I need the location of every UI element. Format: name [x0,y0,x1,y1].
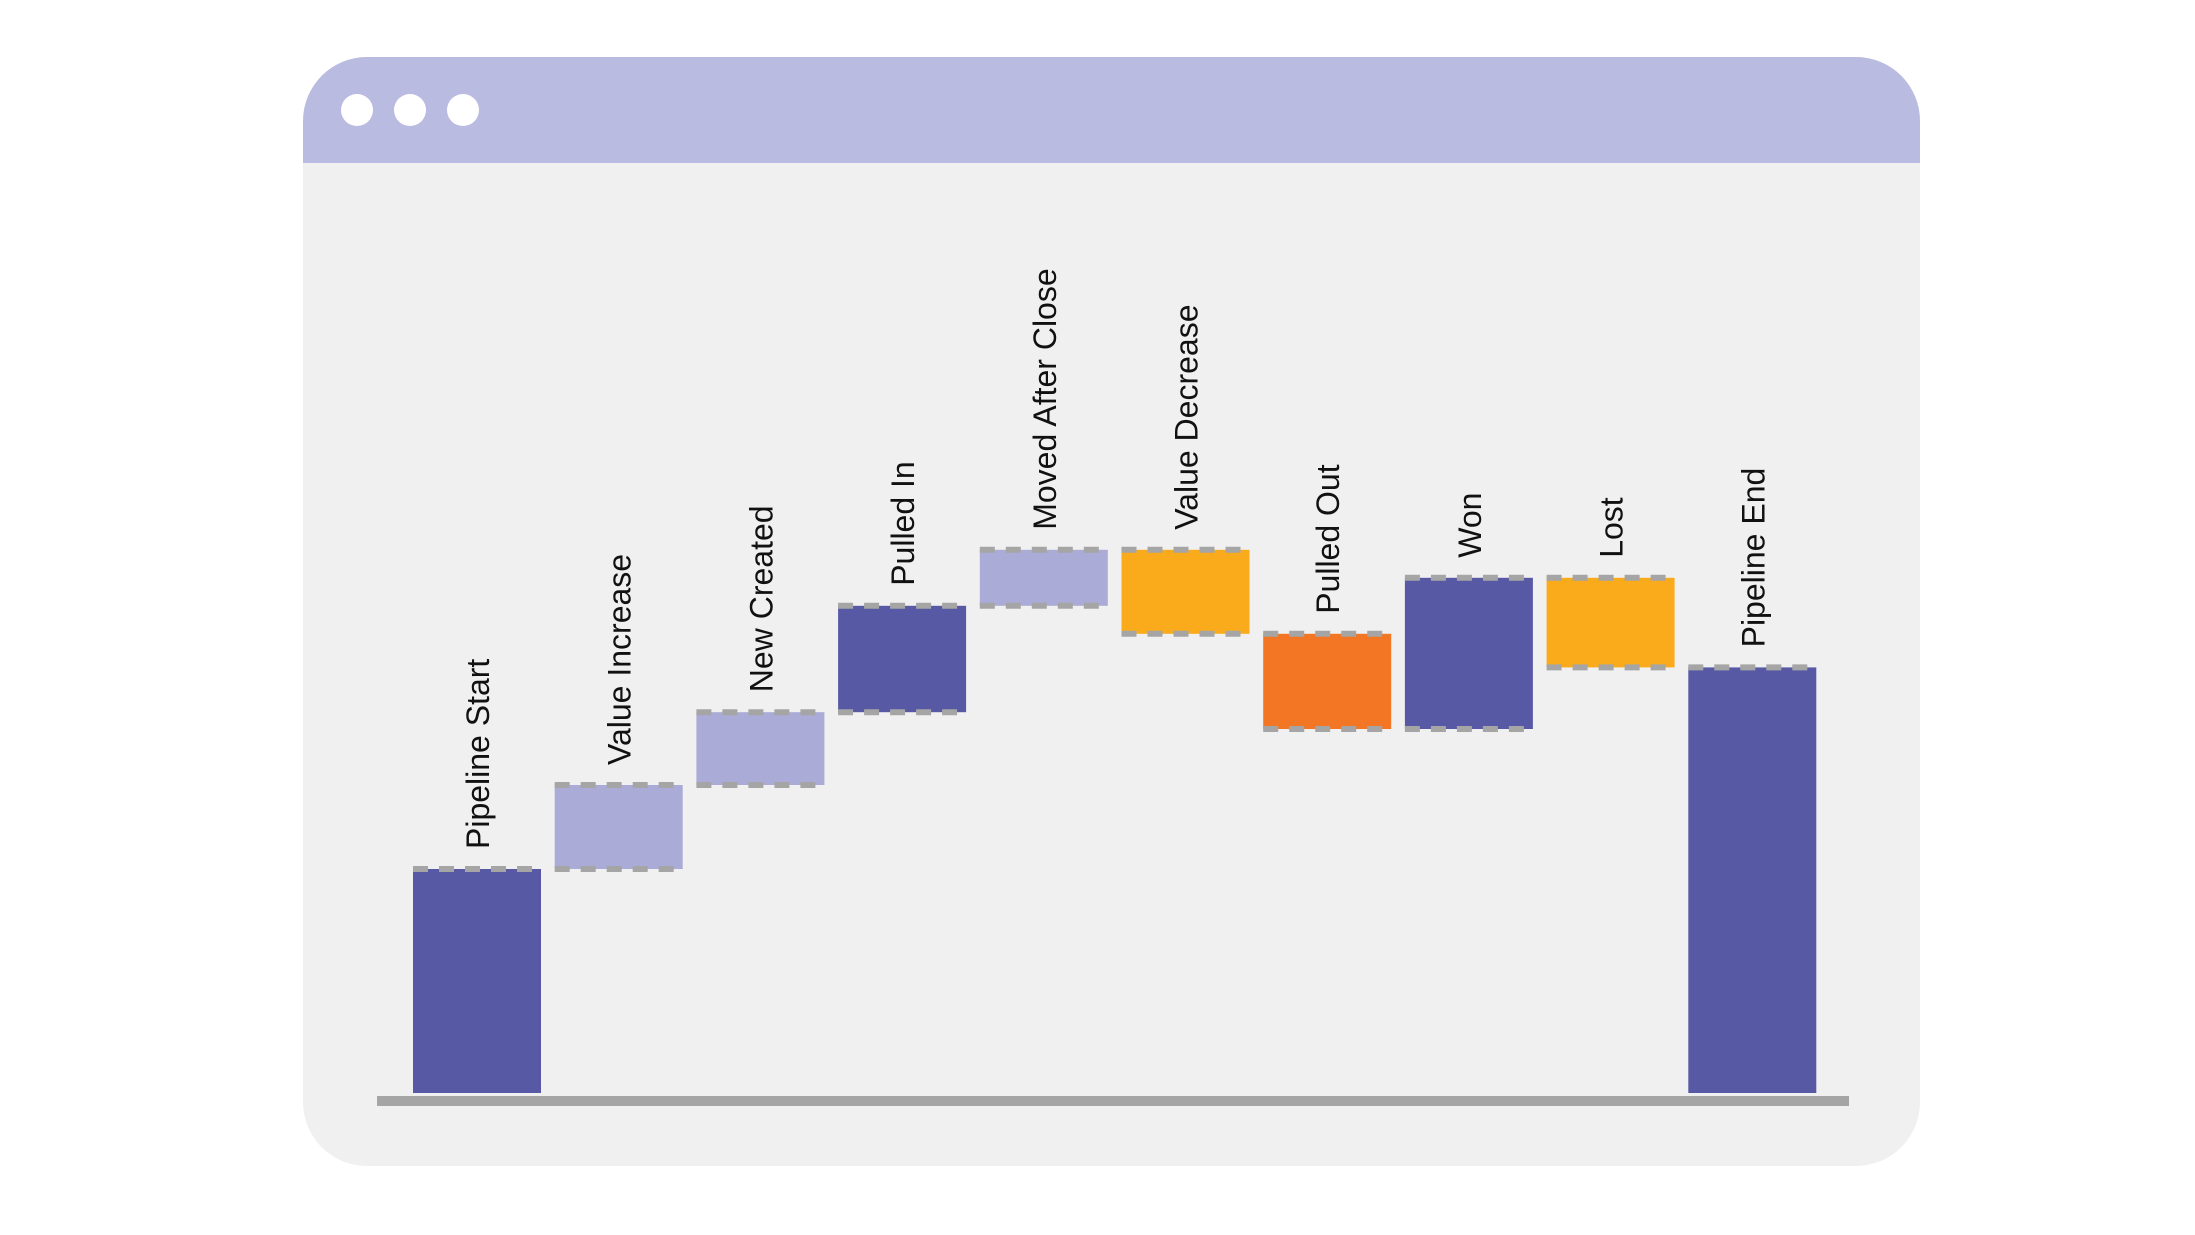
category-label: Pipeline Start [460,659,496,849]
bar-won [1404,577,1533,729]
x-axis-line [377,1096,1849,1106]
category-label: Value Increase [602,554,638,765]
window-dot[interactable] [341,94,373,126]
window-dot[interactable] [394,94,426,126]
bar-pipeline-end [1688,667,1817,1093]
bar-pulled-in [838,605,967,713]
window-titlebar [303,57,1920,163]
category-label: New Created [743,505,779,692]
category-label: Pulled In [885,461,921,586]
bar-lost [1546,577,1675,668]
bar-value-decrease [1121,549,1250,634]
category-label: Pulled Out [1310,464,1346,614]
bar-value-increase [554,785,683,869]
category-label: Pipeline End [1735,468,1771,648]
category-label: Value Decrease [1169,304,1205,529]
category-label: Lost [1594,497,1630,558]
window-dot[interactable] [447,94,479,126]
bar-pulled-out [1263,633,1392,729]
category-label: Won [1452,493,1488,558]
category-label: Moved After Close [1027,268,1063,529]
bar-moved-after-close [979,549,1108,606]
bar-pipeline-start [413,869,541,1093]
bar-new-created [696,712,825,785]
